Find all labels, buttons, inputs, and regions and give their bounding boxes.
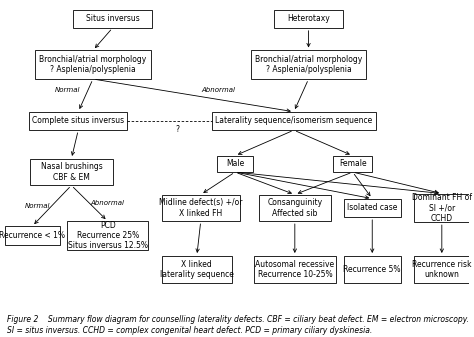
- Text: Bronchial/atrial morphology
? Asplenia/polysplenia: Bronchial/atrial morphology ? Asplenia/p…: [39, 55, 146, 74]
- Bar: [73, 9, 152, 28]
- Bar: [211, 112, 376, 130]
- Text: Abnormal: Abnormal: [90, 200, 124, 206]
- Bar: [414, 256, 469, 282]
- Bar: [258, 194, 331, 221]
- Bar: [30, 159, 112, 185]
- Bar: [344, 199, 401, 217]
- Bar: [254, 256, 336, 282]
- Text: Recurrence 5%: Recurrence 5%: [344, 265, 401, 274]
- Text: X linked
laterality sequence: X linked laterality sequence: [160, 259, 234, 279]
- Text: Complete situs inversus: Complete situs inversus: [32, 117, 124, 125]
- Bar: [162, 256, 232, 282]
- Bar: [5, 226, 60, 245]
- Text: Figure 2    Summary flow diagram for counselling laterality defects. CBF = cilia: Figure 2 Summary flow diagram for counse…: [7, 315, 469, 324]
- Text: SI = situs inversus. CCHD = complex congenital heart defect. PCD = primary cilia: SI = situs inversus. CCHD = complex cong…: [7, 327, 372, 335]
- Text: Female: Female: [339, 159, 366, 168]
- Text: Abnormal: Abnormal: [201, 87, 235, 93]
- Text: ?: ?: [175, 125, 179, 134]
- Bar: [67, 221, 148, 250]
- Bar: [218, 156, 253, 172]
- Bar: [333, 156, 372, 172]
- Text: Recurrence < 1%: Recurrence < 1%: [0, 231, 65, 240]
- Text: Dominant FH of
SI +/or
CCHD: Dominant FH of SI +/or CCHD: [412, 193, 472, 223]
- Text: Consanguinity
Affected sib: Consanguinity Affected sib: [267, 198, 322, 218]
- Text: Autosomal recessive
Recurrence 10-25%: Autosomal recessive Recurrence 10-25%: [255, 259, 334, 279]
- Bar: [162, 194, 240, 221]
- Bar: [414, 193, 469, 222]
- Text: Situs inversus: Situs inversus: [86, 14, 139, 23]
- Text: Normal: Normal: [25, 203, 51, 209]
- Text: Isolated case: Isolated case: [347, 203, 397, 212]
- Text: Laterality sequence/isomerism sequence: Laterality sequence/isomerism sequence: [215, 117, 373, 125]
- Bar: [29, 112, 127, 130]
- Bar: [344, 256, 401, 282]
- Bar: [274, 9, 343, 28]
- Text: Heterotaxy: Heterotaxy: [287, 14, 330, 23]
- Text: PCD
Recurrence 25%
Situs inversus 12.5%: PCD Recurrence 25% Situs inversus 12.5%: [68, 221, 147, 250]
- Text: Male: Male: [226, 159, 244, 168]
- Text: Bronchial/atrial morphology
? Asplenia/polysplenia: Bronchial/atrial morphology ? Asplenia/p…: [255, 55, 362, 74]
- Bar: [35, 51, 151, 79]
- Bar: [251, 51, 366, 79]
- Text: Normal: Normal: [55, 87, 81, 93]
- Text: Nasal brushings
CBF & EM: Nasal brushings CBF & EM: [40, 162, 102, 182]
- Text: Recurrence risk
unknown: Recurrence risk unknown: [412, 259, 472, 279]
- Text: Midline defect(s) +/or
X linked FH: Midline defect(s) +/or X linked FH: [159, 198, 243, 218]
